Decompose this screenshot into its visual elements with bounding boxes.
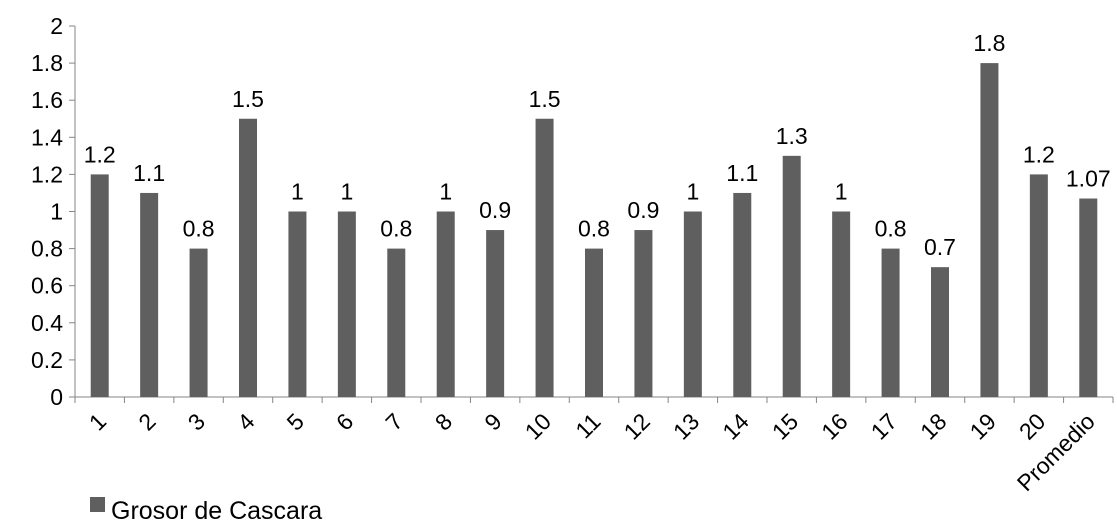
y-tick-label: 0.2	[31, 347, 63, 373]
bar	[782, 155, 801, 397]
data-label: 0.8	[380, 216, 412, 242]
y-tick-label: 0.8	[31, 236, 63, 262]
x-tick-label: 17	[866, 408, 902, 444]
bar	[980, 63, 999, 397]
y-tick-label: 1	[50, 199, 63, 225]
bar	[931, 267, 949, 397]
data-label: 0.8	[578, 216, 610, 242]
bar	[1029, 174, 1048, 397]
x-tick-label: 8	[430, 408, 457, 435]
data-label: 1.3	[776, 123, 808, 149]
bar	[585, 248, 603, 397]
bar	[535, 118, 554, 397]
x-tick-label: 5	[282, 408, 309, 435]
x-tick-label: 15	[767, 408, 803, 444]
x-tick-label: 3	[183, 408, 210, 435]
y-axis: 0 0.2 0.4 0.6 0.8 1 1.2 1.4 1.6 1.8 2	[31, 13, 76, 410]
data-label: 1.2	[84, 141, 116, 167]
data-label: 1	[340, 179, 353, 205]
x-tick-label: 11	[570, 408, 605, 443]
data-label: 1.2	[1023, 141, 1055, 167]
data-label: 0.8	[183, 216, 215, 242]
data-label: 1	[835, 179, 848, 205]
x-tick-label: 14	[717, 408, 754, 445]
data-label: 1	[291, 179, 304, 205]
y-tick-label: 1.4	[31, 124, 63, 150]
bar	[733, 192, 752, 397]
y-tick-label: 0.6	[31, 273, 63, 299]
bar	[140, 192, 159, 397]
x-tick-label: 16	[816, 408, 852, 444]
bar	[239, 118, 257, 397]
bar	[683, 211, 702, 397]
data-label: 0.8	[875, 216, 907, 242]
bar	[634, 230, 653, 397]
data-label: 0.9	[479, 197, 511, 223]
data-label: 0.7	[924, 234, 956, 260]
bar	[881, 248, 900, 397]
data-label: 1.1	[726, 160, 758, 186]
data-label: 1.1	[133, 160, 165, 186]
bar	[387, 248, 406, 397]
legend-swatch	[90, 497, 105, 512]
bar	[288, 211, 307, 397]
x-tick-label: 6	[331, 408, 358, 435]
y-tick-label: 0.4	[31, 310, 63, 336]
bars	[90, 63, 1098, 397]
bar	[189, 248, 208, 397]
bar	[1079, 198, 1098, 397]
data-label: 0.9	[627, 197, 659, 223]
y-tick-label: 2	[50, 13, 63, 39]
legend: Grosor de Cascara	[90, 497, 322, 523]
y-tick-label: 1.6	[31, 87, 63, 113]
y-tick-label: 1.8	[31, 50, 63, 76]
bar	[90, 174, 109, 397]
bar	[832, 211, 851, 397]
x-tick-label: 2	[133, 408, 160, 435]
x-tick-label: 13	[668, 408, 704, 444]
data-label: 1.8	[973, 30, 1005, 56]
bar	[337, 211, 356, 397]
x-tick-label: 12	[618, 408, 654, 444]
x-tick-label: 7	[380, 408, 407, 435]
data-label: 1	[439, 179, 452, 205]
bar	[436, 211, 455, 397]
data-label: 1.07	[1066, 166, 1111, 192]
x-tick-label: 4	[232, 408, 260, 436]
x-tick-label: 19	[964, 408, 1000, 444]
data-label: 1.5	[232, 86, 264, 112]
x-tick-label: 10	[520, 408, 556, 444]
x-tick-label: 1	[84, 408, 111, 435]
x-tick-label: 18	[915, 408, 951, 444]
data-labels: 1.2 1.1 0.8 1.5 1 1 0.8 1 0.9 1.5 0.8 0.9 1 1.1 1.3 1 0.…	[84, 30, 1111, 260]
legend-label: Grosor de Cascara	[111, 497, 322, 523]
bar	[486, 230, 505, 397]
x-tick-label: 20	[1014, 408, 1050, 444]
x-tick-label: 9	[479, 408, 506, 435]
y-tick-label: 1.2	[31, 161, 63, 187]
data-label: 1	[686, 179, 699, 205]
data-label: 1.5	[529, 86, 561, 112]
y-tick-label: 0	[50, 384, 63, 410]
